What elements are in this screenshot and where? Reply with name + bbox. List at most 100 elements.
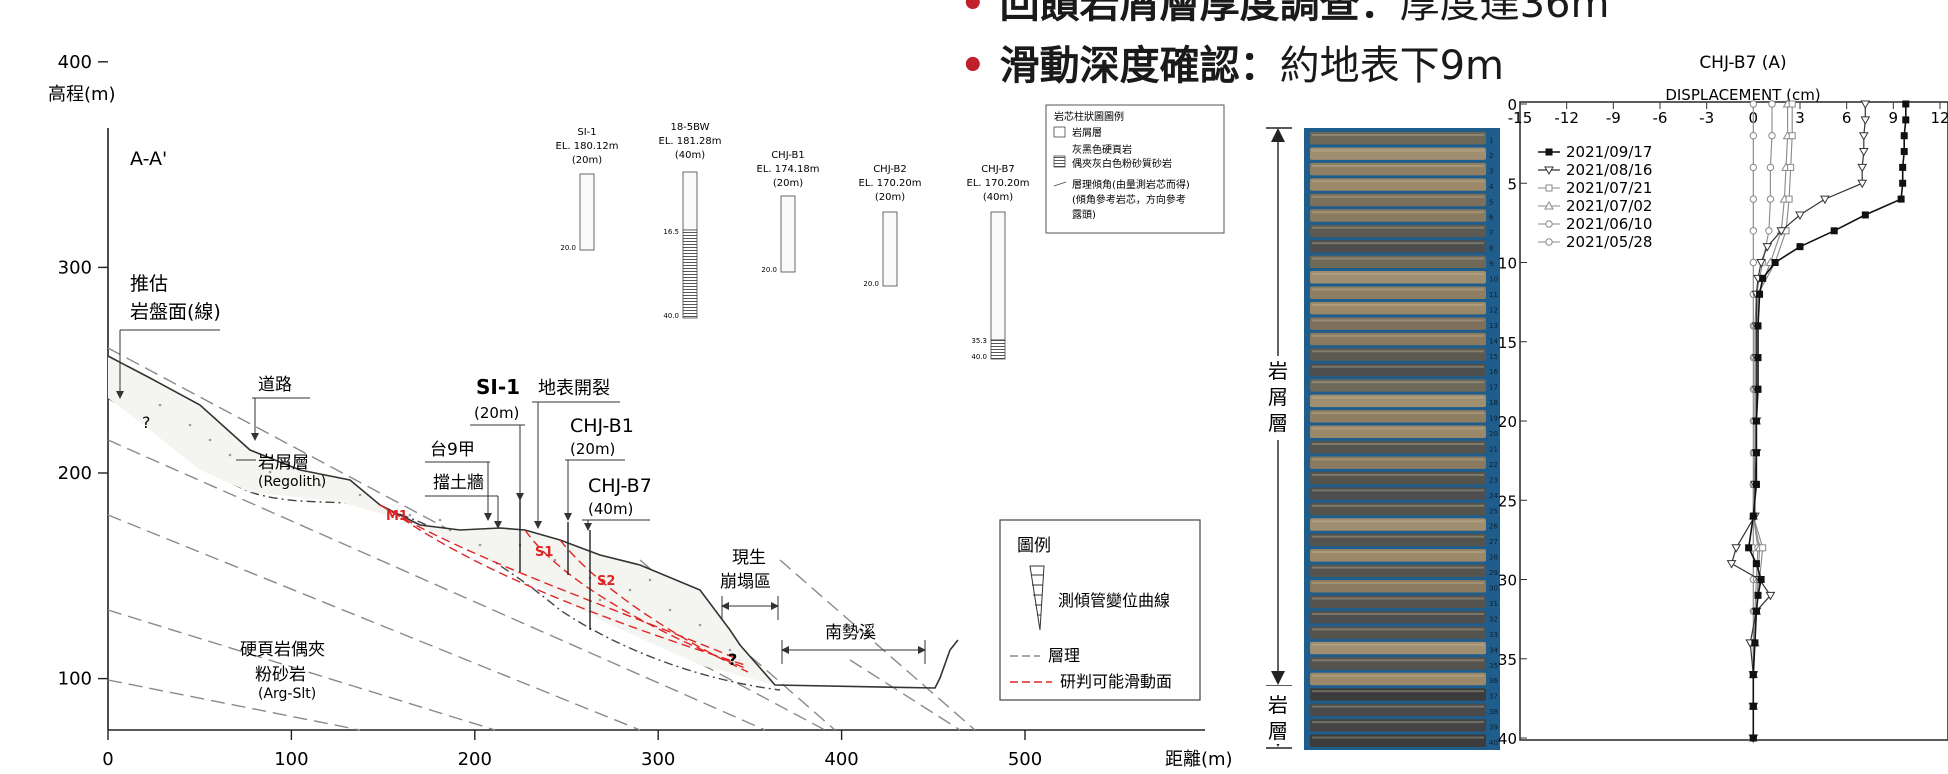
inc-point-0 <box>1771 259 1779 266</box>
core-box-number: 38 <box>1489 708 1498 716</box>
core-row <box>1310 580 1486 593</box>
core-row <box>1310 688 1486 701</box>
core-box-number: 28 <box>1489 554 1498 562</box>
inclinometer-series <box>1726 98 1910 744</box>
core-box-number: 24 <box>1489 492 1498 500</box>
borehole-chjb1-bottom: 20.0 <box>761 266 777 274</box>
core-row <box>1310 286 1486 299</box>
core-box-number: 5 <box>1489 198 1493 206</box>
inc-xtick-label-2: -9 <box>1606 109 1621 127</box>
inc-point-1 <box>1860 100 1871 110</box>
section-xtick-label-2: 200 <box>458 749 492 770</box>
inc-point-0 <box>1899 163 1907 171</box>
core-box-number: 30 <box>1489 585 1498 593</box>
core-box-number: 26 <box>1489 523 1498 531</box>
chjb7-label: CHJ-B7 <box>588 475 652 497</box>
rock-legend-swatch <box>1053 155 1066 168</box>
borehole-chjb1-name: CHJ-B1 <box>771 150 805 161</box>
borehole-si1-bottom: 20.0 <box>560 244 576 252</box>
inc-point-2 <box>1759 544 1767 552</box>
core-box-number: 25 <box>1489 507 1498 515</box>
core-box-number: 16 <box>1489 368 1498 376</box>
section-ticks: 100 200 300 400 0 100 200 300 400 500 <box>58 52 1043 770</box>
borehole-chjb2-el: EL. 170.20m <box>859 178 922 189</box>
core-row <box>1310 394 1486 408</box>
core-row <box>1310 240 1486 253</box>
inc-point-0 <box>1796 243 1804 251</box>
inc-point-0 <box>1752 449 1760 457</box>
core-and-inclinometer: 岩 屑 層 岩 層 123456789101112131415161718192… <box>1264 53 1948 750</box>
core-box-number: 15 <box>1489 353 1498 361</box>
bullet-dot: • <box>960 43 986 89</box>
inc-point-5 <box>1749 100 1758 108</box>
borehole-logs: SI-1 EL. 180.12m (20m) 20.0 18-5BW EL. 1… <box>556 122 1030 361</box>
core-legend-dip-3: 露頭) <box>1072 209 1096 221</box>
legend-label-1: 2021/08/16 <box>1566 161 1652 179</box>
borehole-185bw-rock <box>682 229 698 319</box>
section-ytick-label-3: 400 <box>58 52 92 73</box>
borehole-chjb1-el: EL. 174.18m <box>757 164 820 175</box>
core-legend-rock-2: 偶夾灰白色粉砂質砂岩 <box>1072 157 1172 170</box>
borehole-si1-name: SI-1 <box>577 127 596 138</box>
legend-inclinometer: 測傾管變位曲線 <box>1058 591 1170 610</box>
slip-s2-label: S2 <box>597 574 615 589</box>
core-row <box>1310 703 1486 717</box>
inc-point-0 <box>1759 274 1767 282</box>
core-label-regolith-2: 屑 <box>1268 385 1288 409</box>
inc-point-0 <box>1902 116 1910 124</box>
core-legend-dip-1: 層理傾角(由量測岩芯而得) <box>1072 178 1190 191</box>
borehole-chjb7-regolith <box>990 211 1006 341</box>
core-row <box>1310 441 1486 454</box>
borehole-185bw-bottom: 40.0 <box>663 312 679 320</box>
section-ytick-label-2: 300 <box>58 257 92 278</box>
inc-point-0 <box>1752 480 1760 488</box>
inc-point-4 <box>1766 163 1775 172</box>
inc-ytick-label-2: 10 <box>1498 255 1517 273</box>
core-label-regolith-3: 層 <box>1268 411 1288 435</box>
slip-surfaces <box>379 504 749 673</box>
inc-series-1 <box>1726 100 1871 744</box>
question-mark-2: ? <box>728 650 737 669</box>
core-row <box>1310 564 1486 578</box>
ground-surface-line <box>107 355 959 689</box>
core-legend-regolith: 岩屑層 <box>1072 126 1102 139</box>
core-box-number: 34 <box>1489 646 1498 654</box>
core-row <box>1310 626 1486 639</box>
borehole-si1-column <box>579 173 595 251</box>
inc-point-5 <box>1749 195 1758 203</box>
inc-point-5 <box>1749 163 1758 172</box>
section-xtick-label-4: 400 <box>824 749 858 770</box>
core-box-number: 39 <box>1489 724 1498 732</box>
core-row <box>1310 147 1486 160</box>
core-box-number: 18 <box>1489 399 1498 407</box>
question-mark-1: ? <box>142 413 151 432</box>
core-box-number: 35 <box>1489 662 1498 670</box>
collapse-label-2: 崩塌區 <box>720 572 771 592</box>
inc-xtick-label-8: 9 <box>1889 109 1899 127</box>
core-rows: 1234567891011121314151617181920212223242… <box>1310 132 1498 747</box>
river-label: 南勢溪 <box>825 623 876 643</box>
core-box-number: 4 <box>1489 183 1494 191</box>
core-box-number: 22 <box>1489 461 1498 469</box>
core-box-number: 7 <box>1489 229 1493 237</box>
borehole-chjb2-bottom: 20.0 <box>863 280 879 288</box>
inc-point-5 <box>1749 258 1758 267</box>
chjb7-depth-label: (40m) <box>588 500 633 518</box>
regolith-legend-swatch <box>1053 126 1066 138</box>
section-x-label: 距離(m) <box>1165 749 1233 770</box>
borehole-chjb7-depth: (40m) <box>983 192 1013 203</box>
inc-point-0 <box>1751 639 1759 647</box>
section-ytick-label-0: 100 <box>58 669 92 690</box>
regolith-en-label: (Regolith) <box>258 474 326 490</box>
core-box-number: 40 <box>1489 739 1498 747</box>
inc-point-0 <box>1900 148 1908 156</box>
borehole-si1-depth: (20m) <box>572 155 602 166</box>
inc-point-0 <box>1754 591 1762 599</box>
borehole-si1-el: EL. 180.12m <box>556 141 619 152</box>
slip-m1-label: M1 <box>386 509 408 524</box>
legend-marker-5 <box>1545 238 1553 246</box>
si1-label: SI-1 <box>476 375 520 399</box>
core-row <box>1310 255 1486 269</box>
inc-point-1 <box>1731 544 1742 553</box>
inc-point-1 <box>1820 195 1830 205</box>
